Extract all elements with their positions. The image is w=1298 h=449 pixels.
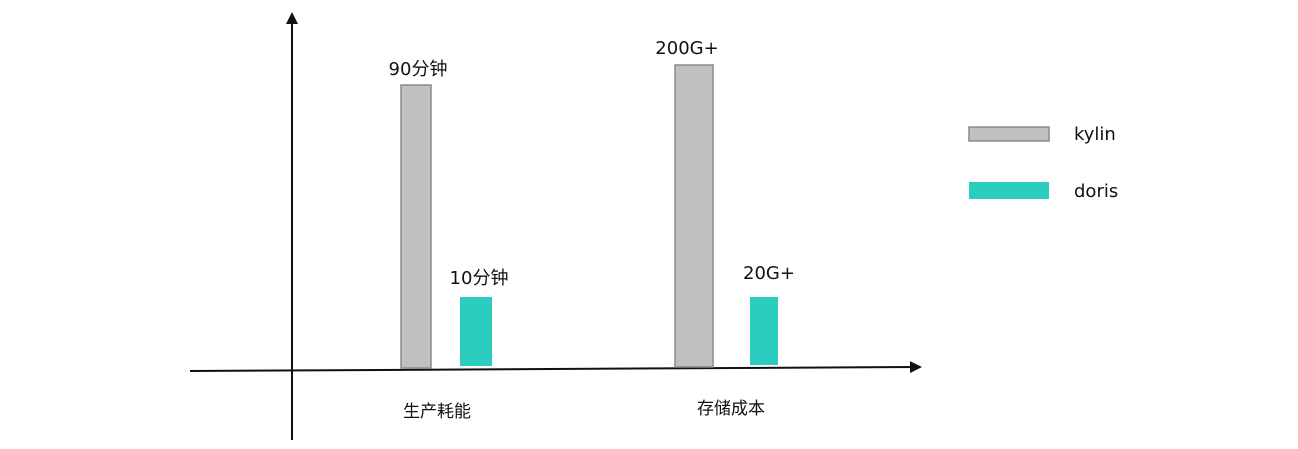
data-label: 20G+ (743, 263, 795, 284)
bar-kylin-0 (400, 84, 432, 369)
legend-label: kylin (1074, 124, 1116, 145)
legend-swatch-doris (969, 182, 1049, 199)
bar-doris-0 (460, 297, 492, 366)
bar-kylin-1 (674, 64, 714, 368)
data-label: 10分钟 (450, 268, 509, 289)
x-tick-labels: 生产耗能 存储成本 (403, 399, 765, 422)
x-tick-label: 存储成本 (697, 399, 765, 419)
legend-swatch-kylin (968, 126, 1050, 142)
legend: kylin doris (968, 124, 1118, 202)
x-axis (189, 361, 922, 374)
legend-label: doris (1074, 181, 1118, 202)
bars-group (400, 64, 778, 369)
data-label: 200G+ (655, 38, 718, 59)
data-label: 90分钟 (389, 59, 448, 80)
x-tick-label: 生产耗能 (403, 402, 471, 422)
bar-doris-1 (750, 297, 778, 365)
bar-labels-group: 90分钟 200G+ 10分钟 20G+ (389, 38, 795, 289)
